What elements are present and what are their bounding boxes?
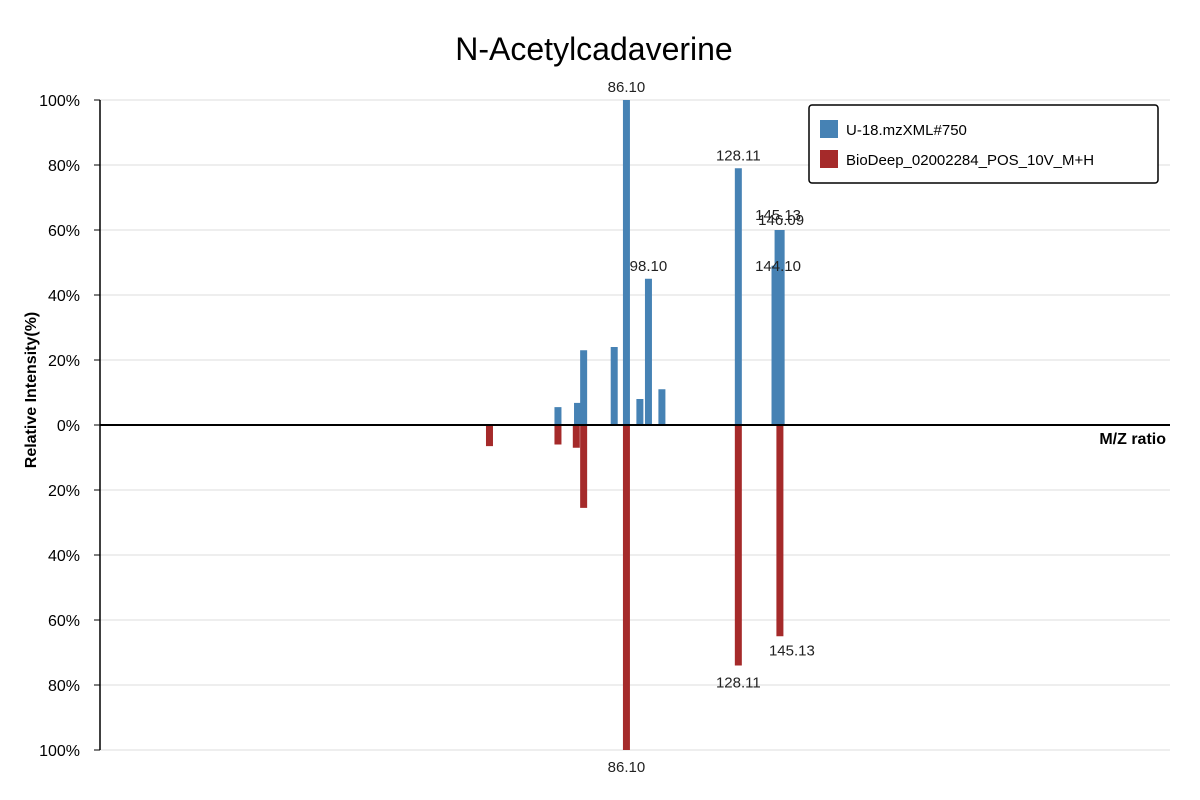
peak-bar <box>658 389 666 425</box>
legend: U-18.mzXML#750 BioDeep_02002284_POS_10V_… <box>808 104 1159 184</box>
grid-lines <box>100 99 1170 751</box>
peak-bar <box>734 168 742 425</box>
y-tick-label: 80% <box>48 158 80 175</box>
x-axis-title: M/Z ratio <box>1099 431 1166 448</box>
peak-bar <box>644 278 652 425</box>
peak-label: 86.10 <box>608 759 646 776</box>
y-axis-ticks: 100% 80% 60% 40% 20% 0% 20% 40% 60% 80% 100% <box>39 93 100 760</box>
legend-swatch <box>820 120 838 138</box>
y-tick-label: 0% <box>57 418 80 435</box>
peak-bar <box>622 100 630 425</box>
peak-bar <box>554 425 562 445</box>
peak-bar <box>580 350 588 425</box>
y-axis-title: Relative Intensity(%) <box>23 312 40 468</box>
peak-bar <box>734 425 742 666</box>
peak-bar <box>636 399 644 425</box>
peak-bar <box>610 347 618 425</box>
peak-bar <box>572 425 580 448</box>
y-tick-label: 20% <box>48 353 80 370</box>
y-tick-label: 100% <box>39 743 80 760</box>
peak-label: 86.10 <box>608 79 646 96</box>
peak-label: 146.09 <box>758 212 804 229</box>
legend-label: BioDeep_02002284_POS_10V_M+H <box>846 152 1094 169</box>
legend-swatch <box>820 150 838 168</box>
y-tick-label: 60% <box>48 613 80 630</box>
y-tick-label: 20% <box>48 483 80 500</box>
peak-labels: 86.1098.10128.11144.10145.13146.0986.101… <box>608 79 815 776</box>
peak-label: 98.10 <box>630 258 668 275</box>
y-tick-label: 40% <box>48 548 80 565</box>
peak-label: 145.13 <box>755 207 801 224</box>
peak-bar <box>777 230 785 425</box>
peak-label: 144.10 <box>755 258 801 275</box>
y-tick-label: 60% <box>48 223 80 240</box>
y-tick-label: 80% <box>48 678 80 695</box>
chart-title: N-Acetylcadaverine <box>455 31 732 67</box>
peak-bar <box>485 425 493 447</box>
legend-label: U-18.mzXML#750 <box>846 122 967 139</box>
peak-label: 128.11 <box>716 147 761 164</box>
peak-label: 128.11 <box>716 675 761 692</box>
peak-bar <box>554 407 562 425</box>
peak-bar <box>776 425 784 637</box>
peak-bar <box>574 402 582 425</box>
peak-bars <box>485 100 785 750</box>
peak-bar <box>622 425 630 750</box>
peak-bar <box>580 425 588 508</box>
y-tick-label: 40% <box>48 288 80 305</box>
y-tick-label: 100% <box>39 93 80 110</box>
peak-label: 145.13 <box>769 642 815 659</box>
legend-box <box>808 104 1159 184</box>
